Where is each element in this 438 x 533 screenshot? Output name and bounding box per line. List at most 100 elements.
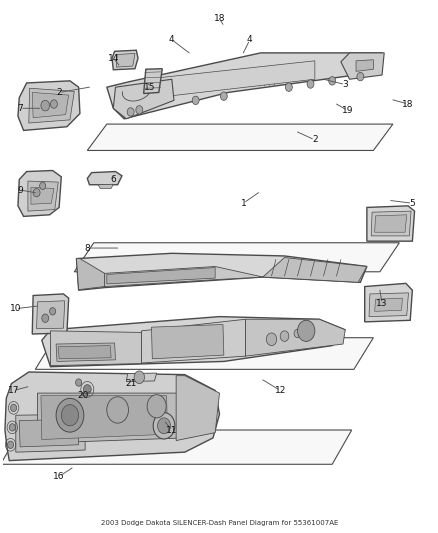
Text: 16: 16 — [53, 472, 65, 481]
Circle shape — [106, 397, 128, 423]
Circle shape — [285, 83, 292, 91]
Polygon shape — [28, 181, 58, 211]
Circle shape — [50, 100, 57, 108]
Text: 8: 8 — [84, 244, 90, 253]
Polygon shape — [106, 53, 381, 119]
Circle shape — [134, 371, 144, 384]
Polygon shape — [106, 268, 215, 284]
Circle shape — [83, 385, 91, 394]
Text: 12: 12 — [274, 386, 285, 395]
Text: 5: 5 — [409, 199, 414, 208]
Circle shape — [157, 418, 170, 434]
Polygon shape — [31, 188, 54, 204]
Circle shape — [356, 72, 363, 81]
Polygon shape — [141, 319, 245, 363]
Polygon shape — [104, 266, 262, 287]
Text: 19: 19 — [341, 106, 352, 115]
Polygon shape — [35, 338, 373, 369]
Circle shape — [293, 329, 300, 338]
Polygon shape — [87, 172, 122, 185]
Polygon shape — [374, 298, 402, 311]
Polygon shape — [126, 373, 156, 382]
Polygon shape — [87, 124, 392, 150]
Text: 4: 4 — [169, 35, 174, 44]
Polygon shape — [50, 331, 141, 366]
Text: 2: 2 — [56, 88, 62, 97]
Polygon shape — [364, 284, 411, 322]
Circle shape — [75, 379, 81, 386]
Text: 13: 13 — [375, 299, 387, 308]
Circle shape — [127, 108, 134, 116]
Circle shape — [56, 398, 84, 432]
Polygon shape — [340, 53, 383, 79]
Circle shape — [266, 333, 276, 345]
Text: 2003 Dodge Dakota SILENCER-Dash Panel Diagram for 55361007AE: 2003 Dodge Dakota SILENCER-Dash Panel Di… — [101, 520, 337, 526]
Circle shape — [33, 189, 40, 197]
Circle shape — [61, 405, 78, 426]
Text: 7: 7 — [17, 104, 23, 113]
Polygon shape — [245, 319, 344, 356]
Polygon shape — [36, 301, 65, 329]
Circle shape — [153, 413, 174, 439]
Polygon shape — [29, 88, 74, 123]
Circle shape — [49, 308, 56, 315]
Polygon shape — [56, 343, 115, 361]
Text: 2: 2 — [311, 135, 317, 144]
Text: 10: 10 — [10, 304, 21, 313]
Polygon shape — [5, 372, 219, 461]
Circle shape — [11, 404, 17, 411]
Polygon shape — [143, 69, 162, 93]
Text: 20: 20 — [77, 391, 88, 400]
Circle shape — [41, 100, 49, 111]
Text: 14: 14 — [107, 54, 119, 63]
Circle shape — [147, 394, 166, 418]
Polygon shape — [355, 60, 373, 71]
Polygon shape — [16, 414, 85, 452]
Text: 4: 4 — [247, 35, 252, 44]
Circle shape — [7, 441, 14, 448]
Polygon shape — [76, 259, 104, 290]
Circle shape — [279, 331, 288, 342]
Polygon shape — [116, 53, 134, 67]
Polygon shape — [371, 211, 410, 236]
Circle shape — [135, 106, 142, 114]
Polygon shape — [374, 215, 406, 232]
Polygon shape — [112, 50, 138, 70]
Polygon shape — [32, 92, 68, 118]
Polygon shape — [58, 345, 111, 359]
Text: 15: 15 — [144, 83, 155, 92]
Polygon shape — [366, 206, 413, 241]
Polygon shape — [262, 257, 366, 282]
Polygon shape — [154, 61, 314, 98]
Text: 3: 3 — [342, 80, 347, 89]
Circle shape — [297, 320, 314, 342]
Circle shape — [192, 96, 199, 104]
Polygon shape — [368, 293, 407, 317]
Polygon shape — [0, 430, 351, 464]
Circle shape — [220, 92, 227, 100]
Polygon shape — [151, 325, 223, 359]
Polygon shape — [113, 79, 173, 119]
Polygon shape — [98, 184, 113, 189]
Polygon shape — [19, 419, 78, 447]
Polygon shape — [176, 376, 219, 441]
Circle shape — [39, 182, 46, 190]
Text: 18: 18 — [401, 100, 413, 109]
Polygon shape — [32, 294, 68, 334]
Polygon shape — [74, 243, 399, 272]
Text: 17: 17 — [8, 386, 19, 395]
Text: 9: 9 — [17, 185, 23, 195]
Circle shape — [306, 80, 313, 88]
Polygon shape — [18, 81, 80, 131]
Text: 6: 6 — [110, 175, 116, 184]
Text: 11: 11 — [166, 425, 177, 434]
Text: 21: 21 — [125, 379, 136, 388]
Polygon shape — [42, 317, 344, 367]
Circle shape — [42, 314, 49, 322]
Circle shape — [9, 424, 15, 431]
Circle shape — [328, 77, 335, 85]
Polygon shape — [41, 395, 167, 440]
Text: 18: 18 — [213, 14, 225, 23]
Polygon shape — [37, 393, 189, 443]
Text: 1: 1 — [240, 199, 246, 208]
